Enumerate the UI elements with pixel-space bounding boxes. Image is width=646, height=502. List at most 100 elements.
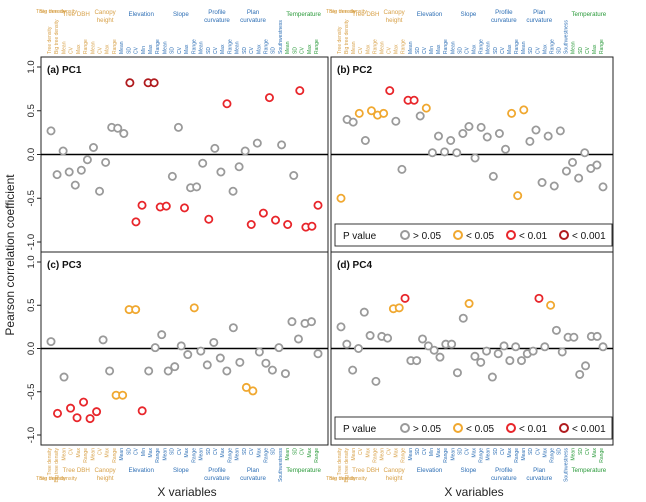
data-point xyxy=(385,86,395,96)
panel-2: (b) PC2 xyxy=(330,56,614,253)
data-point xyxy=(70,180,80,190)
variable-group-label: curvature xyxy=(204,17,230,24)
data-point xyxy=(569,332,579,342)
variable-label: Mean xyxy=(61,448,67,461)
variable-label: Max xyxy=(76,448,82,458)
variable-group-label: Elevation xyxy=(128,11,154,18)
variable-label: CV xyxy=(422,46,428,54)
variable-label: SD xyxy=(242,448,248,455)
variable-label: Range xyxy=(549,39,555,54)
data-point xyxy=(499,341,509,351)
data-point xyxy=(507,108,517,118)
data-point xyxy=(283,219,293,229)
variable-label: Southwestness xyxy=(564,448,570,482)
data-point xyxy=(537,177,547,187)
variable-label: CV xyxy=(300,447,306,455)
data-point xyxy=(501,144,511,154)
variable-label: Mean xyxy=(450,448,456,461)
data-point xyxy=(543,131,553,141)
legend-title: P value xyxy=(343,231,377,242)
data-point xyxy=(92,407,102,417)
variable-label: Max xyxy=(184,448,190,458)
variable-label: Mean xyxy=(379,448,385,461)
variable-group-label: Profile xyxy=(208,467,226,474)
legend: P value > 0.05 < 0.05 < 0.01 < 0.001 xyxy=(334,416,613,440)
variable-group-label: curvature xyxy=(526,17,552,24)
variable-label: Big tree density xyxy=(344,448,350,483)
variable-label: SD xyxy=(292,448,298,455)
variable-label: SD xyxy=(557,448,563,455)
legend-entry-label: < 0.01 xyxy=(519,231,548,242)
variable-label: Mean xyxy=(408,41,414,54)
variable-label: Range xyxy=(191,448,197,463)
data-point xyxy=(98,335,108,345)
data-point xyxy=(131,217,141,227)
variable-label: Tree density xyxy=(47,26,53,54)
data-point xyxy=(261,358,271,368)
data-point xyxy=(574,173,584,183)
variable-group-label: Profile xyxy=(495,467,513,474)
variable-label: Max xyxy=(365,448,371,458)
variable-label: CV xyxy=(358,46,364,54)
variable-label: CV xyxy=(249,447,255,455)
legend-marker xyxy=(559,230,569,240)
variable-group-label: curvature xyxy=(491,475,517,482)
panel-4: (d) PC4 xyxy=(330,251,614,446)
legend-marker xyxy=(506,423,516,433)
data-point xyxy=(313,200,323,210)
variable-label: Range xyxy=(372,448,378,463)
data-point xyxy=(458,313,468,323)
x-axis-title-right: X variables xyxy=(444,485,503,499)
data-point xyxy=(79,397,89,407)
variable-label: Mean xyxy=(486,448,492,461)
variable-group-label: Plan xyxy=(247,467,260,474)
variable-label: Tree density xyxy=(337,26,343,54)
variable-label: Max xyxy=(542,448,548,458)
variable-group-label: Elevation xyxy=(128,467,154,474)
variable-label: Mean xyxy=(90,448,96,461)
variable-label: CV xyxy=(464,447,470,455)
variable-label: Max xyxy=(307,44,313,54)
data-point xyxy=(561,166,571,176)
variable-group-label: Slope xyxy=(461,467,477,474)
variable-label: CV xyxy=(464,46,470,54)
variable-label: SD xyxy=(170,47,176,54)
variable-group-label: height xyxy=(97,475,114,482)
data-point xyxy=(144,366,154,376)
data-point xyxy=(557,347,567,357)
variable-label: SD xyxy=(271,448,277,455)
variable-group-label: Plan xyxy=(533,9,546,16)
variable-label: Mean xyxy=(119,448,125,461)
variable-label: Big tree density xyxy=(344,19,350,54)
data-point xyxy=(198,158,208,168)
variable-label: Range xyxy=(112,448,118,463)
variable-label: Tree density xyxy=(47,448,53,476)
variable-group-label: Plan xyxy=(533,467,546,474)
variable-label: Max xyxy=(436,44,442,54)
panel-title: (d) PC4 xyxy=(337,260,372,271)
variable-label: Range xyxy=(514,39,520,54)
data-point xyxy=(360,135,370,145)
variable-label: CV xyxy=(500,46,506,54)
data-point xyxy=(493,349,503,359)
variable-label: SD xyxy=(206,448,212,455)
data-point xyxy=(433,131,443,141)
variable-label: Mean xyxy=(61,41,67,54)
variable-label: Range xyxy=(599,448,605,463)
legend-entry-label: < 0.01 xyxy=(519,424,548,435)
data-point xyxy=(366,106,376,116)
variable-label: Max xyxy=(148,448,154,458)
variable-label: Max xyxy=(105,448,111,458)
data-point xyxy=(113,123,123,133)
variable-label: Range xyxy=(83,448,89,463)
variable-label: Min xyxy=(429,448,435,456)
variable-label: Range xyxy=(443,448,449,463)
data-point xyxy=(342,339,352,349)
y-tick-label: 0.5 xyxy=(26,299,37,312)
data-point xyxy=(167,171,177,181)
variable-group-label: Tree DBH xyxy=(352,467,379,474)
variable-label: Mean xyxy=(162,448,168,461)
data-point xyxy=(248,386,258,396)
data-point xyxy=(241,382,251,392)
variable-label: CV xyxy=(177,46,183,54)
